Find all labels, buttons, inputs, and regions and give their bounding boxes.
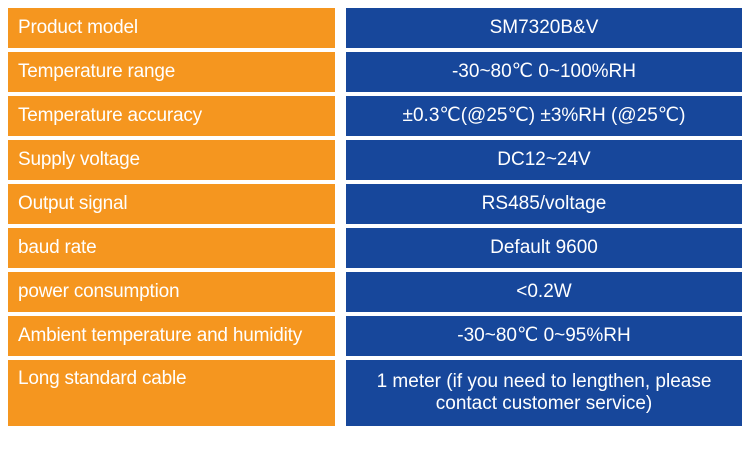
spec-value: DC12~24V [346,140,742,180]
spec-label: Output signal [8,184,335,224]
spec-value: ±0.3℃(@25℃) ±3%RH (@25℃) [346,96,742,136]
spec-row-ambient-temperature-humidity: Ambient temperature and humidity -30~80℃… [8,316,742,356]
spec-row-temperature-accuracy: Temperature accuracy ±0.3℃(@25℃) ±3%RH (… [8,96,742,136]
spec-label: Long standard cable [8,360,335,426]
spec-row-supply-voltage: Supply voltage DC12~24V [8,140,742,180]
spec-value: -30~80℃ 0~95%RH [346,316,742,356]
spec-table: Product model SM7320B&V Temperature rang… [8,8,742,430]
spec-row-power-consumption: power consumption <0.2W [8,272,742,312]
spec-label: power consumption [8,272,335,312]
spec-value: RS485/voltage [346,184,742,224]
spec-value: Default 9600 [346,228,742,268]
spec-value: SM7320B&V [346,8,742,48]
spec-value: -30~80℃ 0~100%RH [346,52,742,92]
spec-row-output-signal: Output signal RS485/voltage [8,184,742,224]
spec-label: Supply voltage [8,140,335,180]
spec-label: Temperature range [8,52,335,92]
spec-label: baud rate [8,228,335,268]
spec-label: Ambient temperature and humidity [8,316,335,356]
spec-label: Temperature accuracy [8,96,335,136]
spec-row-temperature-range: Temperature range -30~80℃ 0~100%RH [8,52,742,92]
spec-label: Product model [8,8,335,48]
spec-row-product-model: Product model SM7320B&V [8,8,742,48]
spec-value: <0.2W [346,272,742,312]
spec-row-baud-rate: baud rate Default 9600 [8,228,742,268]
spec-value: 1 meter (if you need to lengthen, please… [346,360,742,426]
spec-row-standard-cable: Long standard cable 1 meter (if you need… [8,360,742,426]
